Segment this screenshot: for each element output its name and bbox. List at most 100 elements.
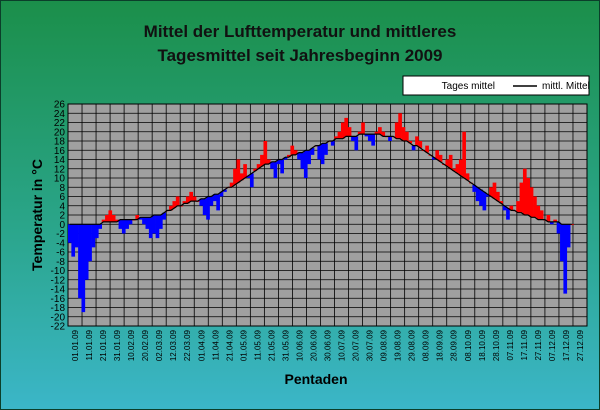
daily-value-bar — [158, 215, 163, 229]
daily-value-bar — [219, 191, 224, 197]
daily-value-bar — [115, 219, 119, 222]
daily-value-bar — [411, 145, 416, 151]
x-tick-label: 28.09.09 — [450, 329, 459, 361]
chart-title-line-2: Tagesmittel seit Jahresbeginn 2009 — [157, 46, 442, 65]
daily-value-bar — [199, 198, 204, 206]
daily-value-bar — [263, 141, 268, 165]
daily-value-bar — [256, 164, 261, 169]
daily-value-bar — [462, 131, 466, 178]
chart-title-line-1: Mittel der Lufttemperatur und mittleres — [144, 22, 457, 41]
x-tick-label: 17.12.09 — [562, 329, 571, 361]
daily-value-bar — [94, 224, 99, 239]
daily-value-bar — [243, 164, 247, 178]
daily-value-bar — [560, 224, 564, 262]
daily-value-bar — [526, 178, 531, 215]
daily-value-bar — [347, 127, 352, 137]
daily-value-bar — [236, 159, 241, 183]
daily-value-bar — [388, 136, 392, 141]
daily-value-bar — [556, 221, 561, 234]
daily-value-bar — [492, 182, 497, 199]
bars — [68, 113, 574, 313]
y-tick-label: 14 — [54, 155, 66, 166]
x-tick-label: 21.05.09 — [267, 329, 276, 361]
daily-value-bar — [233, 168, 237, 185]
daily-value-bar — [91, 224, 96, 248]
daily-value-bar — [169, 205, 173, 211]
daily-value-bar — [223, 189, 227, 192]
daily-value-bar — [253, 168, 258, 172]
y-tick-label: 26 — [54, 100, 66, 111]
x-tick-label: 01.05.09 — [239, 329, 248, 361]
daily-value-bar — [496, 191, 500, 202]
daily-value-bar — [529, 187, 534, 218]
y-tick-label: 10 — [54, 174, 66, 185]
daily-value-bar — [465, 173, 470, 181]
daily-value-bar — [212, 194, 217, 202]
legend-label-mittl-mittel: mittl. Mittel — [542, 81, 590, 92]
x-tick-label: 09.08.09 — [380, 329, 389, 361]
daily-value-bar — [266, 159, 271, 165]
daily-value-bar — [381, 131, 386, 137]
y-tick-label: -16 — [51, 294, 66, 305]
daily-value-bar — [297, 152, 301, 160]
daily-value-bar — [172, 201, 177, 209]
daily-value-bar — [246, 175, 251, 178]
daily-value-bar — [98, 224, 103, 229]
x-tick-label: 10.07.09 — [338, 329, 347, 361]
daily-value-bar — [317, 145, 322, 160]
y-tick-label: 22 — [54, 118, 66, 129]
daily-value-bar — [351, 136, 355, 141]
legend: Tages mittel mittl. Mittel — [402, 75, 590, 96]
daily-value-bar — [68, 224, 72, 243]
daily-value-bar — [239, 173, 244, 181]
x-tick-label: 27.11.09 — [534, 329, 543, 360]
daily-value-bar — [570, 224, 574, 226]
x-tick-label: 30.07.09 — [366, 329, 375, 361]
daily-value-bar — [290, 145, 295, 155]
daily-value-bar — [287, 154, 291, 158]
x-tick-label: 27.12.09 — [576, 329, 585, 361]
daily-value-bar — [445, 159, 450, 167]
y-tick-label: 6 — [59, 192, 65, 203]
daily-value-bar — [152, 215, 156, 234]
y-tick-label: -6 — [56, 248, 65, 259]
x-tick-label: 19.08.09 — [394, 329, 403, 361]
daily-value-bar — [415, 136, 419, 146]
x-tick-label: 01.01.09 — [71, 329, 80, 361]
daily-value-bar — [371, 134, 375, 146]
daily-value-bar — [489, 187, 493, 197]
daily-value-bar — [81, 224, 86, 313]
x-tick-label: 18.09.09 — [436, 329, 445, 361]
y-tick-label: -18 — [51, 303, 66, 314]
daily-value-bar — [340, 122, 345, 139]
y-tick-label: 20 — [54, 127, 66, 138]
daily-value-bar — [121, 219, 126, 234]
x-tick-label: 30.06.09 — [324, 329, 333, 361]
daily-value-bar — [249, 173, 254, 188]
x-tick-label: 11.05.09 — [253, 329, 262, 360]
daily-value-bar — [485, 194, 490, 197]
x-tick-label: 18.10.09 — [478, 329, 487, 361]
daily-value-bar — [475, 187, 480, 202]
daily-value-bar — [431, 157, 436, 160]
legend-label-tagesmittel: Tages mittel — [442, 81, 495, 92]
daily-value-bar — [516, 201, 520, 213]
daily-value-bar — [546, 215, 551, 222]
daily-value-bar — [549, 221, 554, 225]
daily-value-bar — [111, 215, 116, 222]
x-tick-label: 22.03.09 — [183, 329, 192, 361]
daily-value-bar — [361, 122, 365, 135]
y-tick-label: -4 — [56, 238, 65, 249]
daily-value-bar — [185, 196, 190, 204]
x-tick-label: 07.11.09 — [506, 329, 515, 360]
x-tick-label: 01.04.09 — [197, 329, 206, 361]
daily-value-bar — [452, 168, 456, 172]
daily-value-bar — [357, 131, 362, 135]
daily-value-bar — [88, 224, 92, 262]
daily-value-bar — [378, 127, 382, 135]
daily-value-bar — [138, 217, 143, 220]
mean-line — [69, 133, 572, 225]
x-tick-label: 21.01.09 — [99, 329, 108, 361]
daily-value-bar — [105, 215, 109, 222]
x-tick-label: 20.07.09 — [352, 329, 361, 361]
